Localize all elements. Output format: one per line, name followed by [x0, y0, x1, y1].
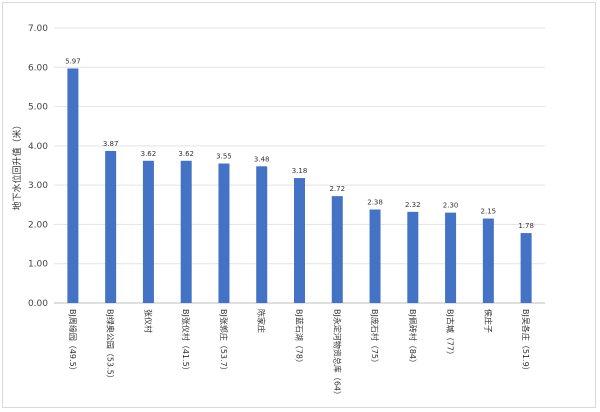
y-tick-label: 7.00: [28, 24, 48, 34]
data-label: 3.18: [292, 167, 308, 175]
y-axis-ticks: 0.00 1.00 2.00 3.00 4.00 5.00 6.00 7.00: [28, 24, 48, 309]
category-label: BJ蓝石湖（78）: [295, 309, 305, 367]
y-tick-label: 4.00: [28, 142, 48, 152]
category-label: BJ吴各庄（51.9）: [521, 309, 531, 375]
y-tick-label: 0.00: [28, 299, 48, 309]
y-tick-label: 1.00: [28, 260, 48, 270]
bar: [331, 196, 343, 303]
category-label: 张仪村: [143, 309, 153, 333]
data-label: 3.55: [216, 153, 232, 161]
bar: [256, 166, 268, 303]
y-tick-label: 6.00: [28, 63, 48, 73]
data-label: 2.30: [443, 202, 459, 210]
category-label: BJ张郭庄（53.7）: [219, 309, 229, 375]
category-label: BJ永定河物资总库（64）: [332, 309, 342, 399]
category-label: BJ佩砖村（84）: [408, 309, 418, 367]
category-label: BJ古城（77）: [446, 309, 456, 359]
bar: [142, 160, 154, 303]
data-label: 2.38: [367, 199, 383, 207]
data-label: 3.87: [103, 140, 119, 148]
data-label: 2.15: [481, 208, 497, 216]
data-label: 2.32: [405, 201, 421, 209]
y-tick-label: 2.00: [28, 220, 48, 230]
data-label: 3.62: [178, 150, 194, 158]
bar: [369, 209, 381, 303]
y-tick-label: 3.00: [28, 181, 48, 191]
gridlines: [54, 27, 545, 304]
data-label: 3.48: [254, 155, 270, 163]
data-label: 3.62: [141, 150, 157, 158]
data-labels: 5.97 3.87 3.62 3.62 3.55 3.48 3.18 2.72 2.38 2.32…: [65, 57, 534, 230]
y-axis-title: 地下水位回升值（米）: [11, 120, 23, 210]
bar: [445, 212, 457, 303]
y-tick-label: 5.00: [28, 103, 48, 113]
bar: [407, 211, 419, 303]
bar: [520, 233, 532, 303]
data-label: 2.72: [329, 185, 345, 193]
category-label: 侯庄子: [483, 309, 493, 333]
category-label: BJ庞石村（75）: [370, 309, 380, 367]
bar: [105, 150, 117, 303]
bar: [294, 178, 305, 303]
bars: [67, 68, 532, 303]
bar: [180, 160, 192, 303]
bar: [218, 163, 230, 303]
category-label: BJ绿奥公园（53.5）: [106, 309, 116, 383]
bar: [67, 68, 79, 303]
data-label: 1.78: [518, 222, 534, 230]
category-label: 陈家庄: [257, 309, 267, 333]
data-label: 5.97: [65, 57, 81, 65]
category-labels: BJ周缘园（49.5） BJ绿奥公园（53.5） 张仪村 BJ张仪村（41.5） BJ张…: [68, 309, 531, 399]
category-label: BJ张仪村（41.5）: [181, 309, 191, 375]
bar: [482, 218, 494, 303]
category-label: BJ周缘园（49.5）: [68, 309, 78, 375]
